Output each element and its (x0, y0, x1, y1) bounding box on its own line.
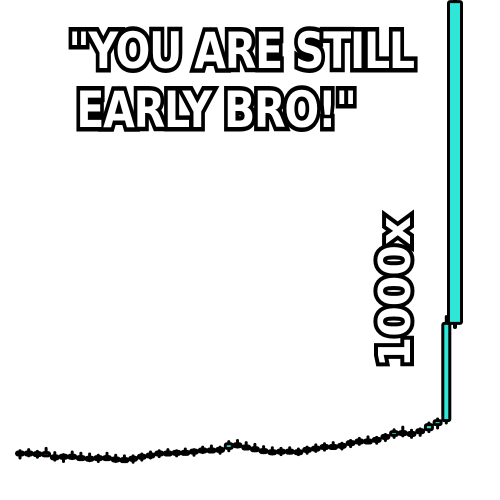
candle-up (423, 423, 434, 432)
candle-down (267, 449, 278, 456)
candle-up (136, 453, 147, 460)
caption-line-1: "YOU ARE STILL (65, 21, 419, 81)
candle-down (84, 455, 95, 462)
candle-down (162, 450, 173, 457)
candle-up (389, 430, 400, 437)
candle-down (67, 453, 78, 460)
candle-down (110, 456, 121, 463)
candle-up (302, 446, 313, 453)
candles-group (15, 0, 463, 464)
candle-up (154, 450, 165, 457)
candle-up (310, 445, 321, 452)
candle-up (215, 446, 226, 453)
candle-down (258, 448, 269, 455)
caption: "YOU ARE STILL EARLY BRO!" (36, 21, 419, 140)
candle-down (241, 444, 252, 451)
candle-up (197, 447, 208, 454)
candle-up (189, 448, 199, 455)
candle-down (23, 450, 34, 457)
candle-up (32, 451, 43, 458)
candle-up (293, 449, 304, 456)
caption-line-2: EARLY BRO!" (73, 80, 361, 140)
candle-down (75, 455, 86, 462)
candle-down (397, 430, 408, 437)
candle-up (432, 419, 443, 427)
candle-down (328, 443, 339, 450)
candle-up (441, 321, 452, 423)
candle-up (336, 442, 347, 449)
candle-up (380, 433, 391, 440)
candle-down (232, 442, 243, 449)
candle-up (276, 448, 286, 455)
candle-up (406, 431, 417, 438)
candle-down (49, 454, 60, 461)
candle-up (145, 452, 156, 459)
candle-down (41, 451, 52, 458)
candle-up (93, 455, 104, 462)
candle-down (363, 438, 373, 445)
candle-up (415, 428, 426, 435)
candle-up (223, 442, 234, 450)
candle-up (58, 453, 69, 460)
candle-up (319, 443, 330, 450)
candle-down (119, 457, 130, 464)
candle-down (249, 446, 260, 453)
candle-up (447, 0, 463, 325)
candle-up (345, 440, 356, 447)
multiplier-label: 1000x (366, 213, 425, 372)
candle-down (206, 447, 217, 454)
candle-up (171, 449, 182, 456)
candle-up (371, 436, 382, 443)
candle-down (102, 455, 112, 462)
candle-down (284, 448, 295, 455)
candle-up (15, 450, 25, 457)
candle-up (128, 455, 139, 462)
candle-up (354, 438, 365, 445)
candle-down (180, 449, 191, 456)
